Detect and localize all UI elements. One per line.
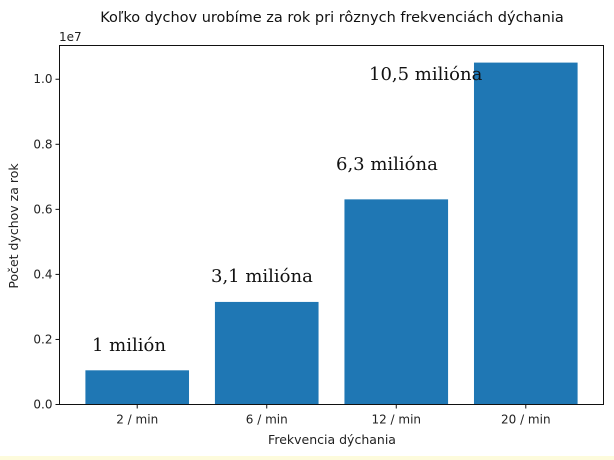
x-tick-label: 6 / min <box>246 413 288 427</box>
y-offset-label: 1e7 <box>59 30 82 44</box>
x-tick-label: 20 / min <box>501 413 551 427</box>
bar-annotation: 6,3 milióna <box>336 154 438 175</box>
axes-frame <box>59 45 604 405</box>
bar-annotation: 3,1 milióna <box>211 266 313 287</box>
y-tick-label: 0.0 <box>33 398 52 412</box>
bar-2 <box>344 199 449 405</box>
chart-title: Koľko dychov urobíme za rok pri rôznych … <box>100 10 564 26</box>
y-tick-label: 0.8 <box>33 137 52 151</box>
x-tick-label: 2 / min <box>116 413 158 427</box>
bar-0 <box>85 370 190 405</box>
y-tick-label: 1.0 <box>33 72 52 86</box>
x-tick-label: 12 / min <box>371 413 421 427</box>
cell-background-strip <box>0 456 614 460</box>
y-tick-label: 0.2 <box>33 332 52 346</box>
bar-1 <box>214 301 319 405</box>
y-axis-label: Počet dychov za rok <box>6 163 21 289</box>
y-tick-label: 0.6 <box>33 202 52 216</box>
x-axis-label: Frekvencia dýchania <box>268 432 396 447</box>
bar-annotation: 1 milión <box>92 335 166 356</box>
bar-3 <box>473 62 578 405</box>
y-tick-label: 0.4 <box>33 267 52 281</box>
bar-annotation: 10,5 milióna <box>369 64 483 85</box>
